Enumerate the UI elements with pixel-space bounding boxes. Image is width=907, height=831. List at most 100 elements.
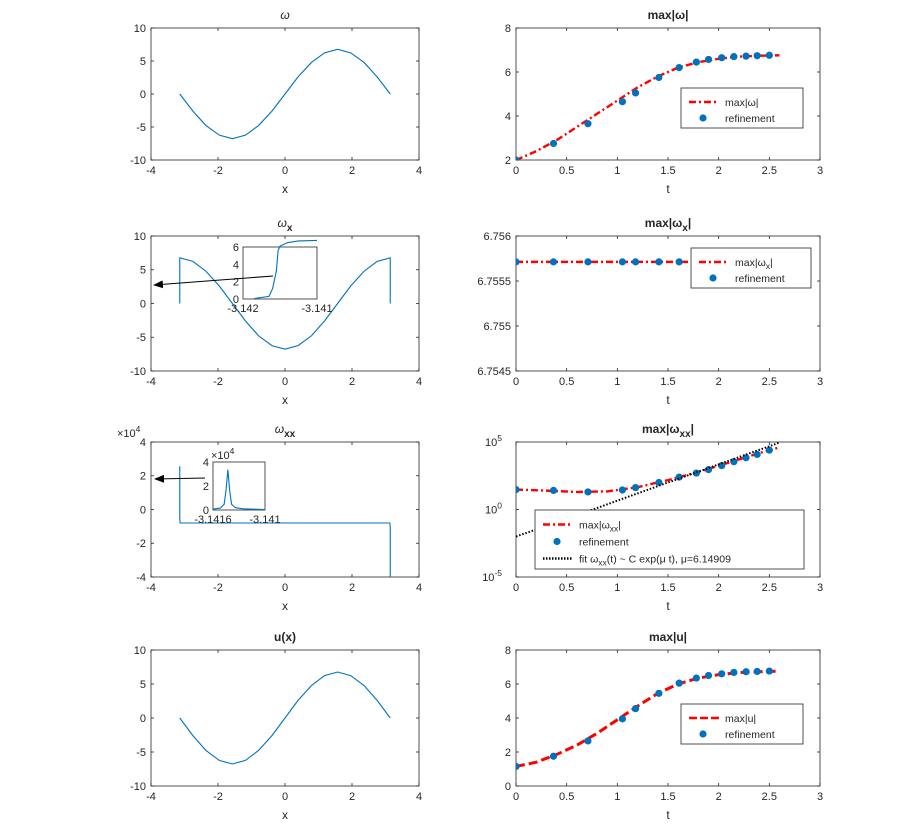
data-point (704, 671, 713, 680)
x-tick-label: 2 (716, 582, 722, 594)
x-tick-label: 2 (716, 376, 722, 388)
y-tick-label: 10 (134, 645, 146, 657)
chart-title: ωxx (275, 422, 296, 440)
subplot-7: -4 -2 0 2 4 10 5 0 -5 -10 u(x) x (130, 630, 422, 822)
inset-area (212, 461, 266, 511)
legend-label-text: refinement (725, 729, 775, 741)
y-tick-label: 0 (140, 713, 146, 725)
x-tick-label: 1 (614, 791, 620, 803)
x-tick-label: 0.5 (559, 791, 574, 803)
legend-label-text: max|ω| (725, 97, 759, 109)
chart-title: max|ω| (648, 8, 689, 22)
series-layer (179, 48, 391, 140)
x-tick-label: 4 (416, 376, 422, 388)
series-layer (516, 51, 780, 160)
legend-label-subscript: x (766, 261, 771, 271)
y-tick-exponent: -5 (494, 568, 502, 578)
data-point (742, 668, 750, 676)
data-point (618, 486, 627, 494)
legend-label: max|ω| (725, 97, 759, 109)
y-tick-label: 0 (505, 781, 511, 793)
legend-swatch-markers (699, 730, 707, 738)
legend-label: max|u| (725, 713, 756, 725)
y-tick-label: 5 (140, 56, 146, 68)
chart-title-text: max|ω| (648, 8, 689, 22)
data-point (718, 54, 726, 62)
fit-line (516, 442, 780, 538)
axis-exponent-power: 4 (136, 424, 141, 434)
data-point (584, 488, 592, 496)
legend-label-text: max|u| (725, 713, 756, 725)
x-tick-label: -4 (146, 165, 156, 177)
chart-title-subscript: xx (680, 429, 692, 440)
subplot-8: 0 0.5 1 1.5 2 2.5 3 8 6 4 2 0 max|u| t max|u| refinemen… (505, 630, 823, 822)
inset-y-tick-label: 0 (203, 505, 209, 517)
chart-title-subscript: x (682, 223, 688, 234)
x-axis-label: t (666, 393, 670, 407)
y-tick-label: 6 (505, 679, 511, 691)
x-tick-label: -2 (213, 376, 223, 388)
x-tick-label: 0 (282, 376, 288, 388)
chart-title-tail: | (688, 216, 691, 230)
data-point (618, 715, 627, 723)
y-tick-label: 105 (485, 433, 502, 449)
legend-swatch-markers (709, 274, 717, 282)
data-point (742, 52, 750, 60)
data-point (753, 450, 761, 459)
legend-label: fit ωxx(t) ~ C exp(μ t), μ=6.14909 (579, 554, 731, 568)
data-point (516, 156, 520, 160)
data-point (675, 679, 683, 687)
data-line (179, 257, 391, 350)
series-layer (179, 671, 391, 765)
x-tick-label: 2.5 (762, 376, 777, 388)
y-tick-label: 6.7555 (477, 276, 511, 288)
inset-exponent: ×104 (211, 446, 235, 462)
legend-label-subscript: xx (610, 524, 619, 534)
inset-x-tick-label: -3.142 (227, 303, 258, 315)
data-point (549, 258, 558, 266)
y-tick-label: 2 (505, 155, 511, 167)
max-line (516, 446, 780, 494)
y-tick-label: 6.755 (483, 321, 511, 333)
legend-box (690, 247, 812, 289)
y-tick-label: -10 (130, 155, 146, 167)
series-layer (516, 442, 780, 538)
inset-x-tick-label: -3.1416 (194, 514, 231, 526)
x-axis-label: x (282, 808, 288, 822)
data-point (730, 458, 738, 466)
x-tick-label: 3 (817, 582, 823, 594)
refinement-markers (516, 667, 773, 771)
x-tick-label: 0.5 (559, 376, 574, 388)
x-axis-label: t (666, 182, 670, 196)
legend-label-tail: (t) ~ C exp(μ t), μ=6.14909 (607, 554, 731, 566)
inset-y-tick-label: 0 (233, 294, 239, 306)
data-point (584, 258, 592, 266)
chart-title: u(x) (274, 630, 296, 644)
data-point (618, 98, 627, 106)
x-tick-label: 2 (349, 791, 355, 803)
x-tick-label: -2 (213, 791, 223, 803)
series-layer (179, 466, 391, 577)
y-tick-label: 2 (505, 747, 511, 759)
plot-area (150, 441, 420, 578)
legend-label-text: refinement (579, 537, 629, 549)
chart-title-text: max|ω (642, 422, 680, 436)
data-line (179, 48, 391, 140)
legend-label-tail: | (770, 257, 773, 269)
data-point (765, 667, 773, 675)
legend-swatch-markers (699, 114, 707, 122)
data-line (179, 671, 391, 765)
x-tick-label: -4 (146, 791, 156, 803)
x-tick-label: 2 (349, 582, 355, 594)
legend-swatch-markers (553, 537, 561, 546)
data-point (549, 752, 558, 760)
data-point (675, 64, 683, 72)
x-tick-label: -2 (213, 165, 223, 177)
chart-title-text: max|u| (649, 630, 687, 644)
data-point (516, 762, 520, 771)
inset-line (254, 239, 318, 300)
y-tick-label: 2 (140, 471, 146, 483)
y-tick-base: 10 (482, 572, 494, 584)
